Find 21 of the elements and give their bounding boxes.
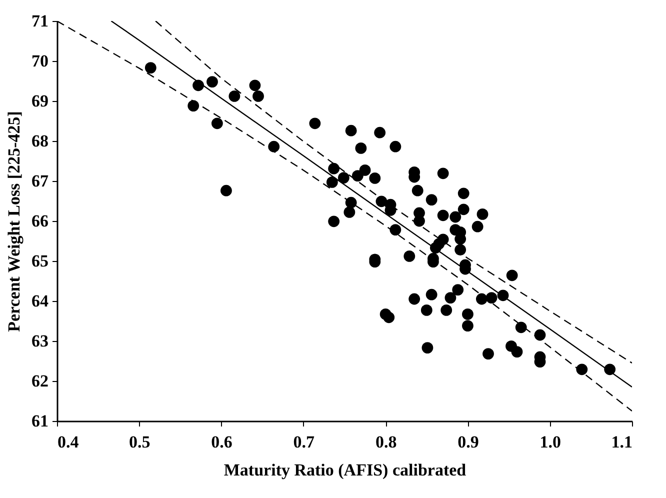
y-tick-label: 64 — [32, 292, 49, 310]
y-tick-label: 62 — [32, 372, 48, 390]
x-tick-label: 0.4 — [58, 432, 80, 452]
x-tick-label: 1.1 — [611, 432, 632, 452]
x-tick-label: 1.0 — [540, 432, 561, 452]
x-tick-label: 0.9 — [458, 432, 479, 452]
y-tick-label: 63 — [32, 332, 48, 350]
y-tick-label: 70 — [32, 52, 48, 70]
y-tick-label: 67 — [32, 172, 49, 190]
y-axis-title: Percent Weight Loss [225-425] — [4, 111, 24, 332]
y-tick-label: 66 — [32, 212, 48, 230]
y-tick-label: 69 — [32, 92, 48, 110]
y-tick-label: 68 — [32, 132, 48, 150]
y-tick-label: 71 — [32, 12, 48, 30]
y-tick-label: 65 — [32, 252, 48, 270]
y-tick-label: 61 — [32, 412, 48, 430]
x-tick-label: 0.5 — [129, 432, 150, 452]
x-tick-label: 0.8 — [375, 432, 397, 452]
x-axis-title: Maturity Ratio (AFIS) calibrated — [224, 460, 467, 480]
x-tick-label: 0.6 — [211, 432, 232, 452]
x-tick-label: 0.7 — [293, 432, 316, 452]
